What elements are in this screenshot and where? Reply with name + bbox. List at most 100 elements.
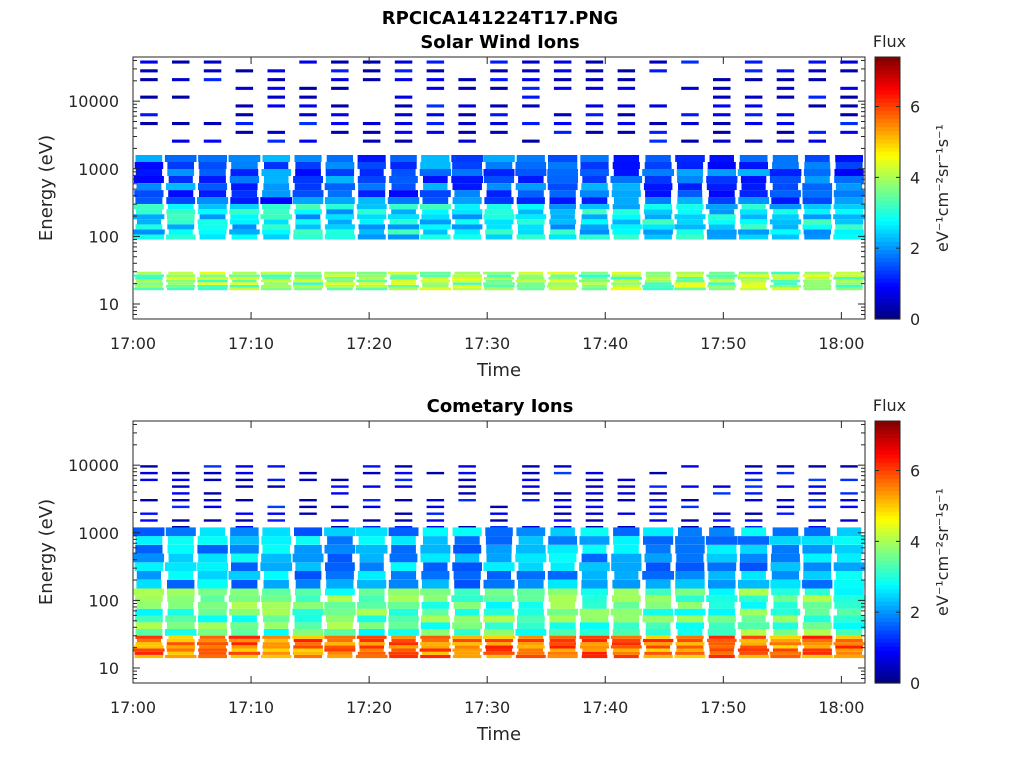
heatmap-cell xyxy=(770,608,801,616)
colorbar-step xyxy=(875,588,900,594)
colorbar-step xyxy=(875,85,900,91)
heatmap-cell xyxy=(645,271,671,275)
heatmap-cell xyxy=(739,595,768,602)
heatmap-cell xyxy=(390,274,417,277)
heatmap-cell xyxy=(585,130,604,134)
heatmap-cell xyxy=(135,169,163,176)
heatmap-cell xyxy=(358,183,386,191)
heatmap-cell xyxy=(293,645,323,649)
heatmap-cell xyxy=(610,608,642,616)
heatmap-cell xyxy=(549,615,576,623)
heatmap-cell xyxy=(833,654,865,659)
heatmap-cell xyxy=(773,645,798,649)
heatmap-cell xyxy=(140,122,158,126)
heatmap-cell xyxy=(389,204,418,210)
heatmap-cell xyxy=(808,465,826,468)
heatmap-cell xyxy=(230,214,259,220)
heatmap-cell xyxy=(674,654,706,659)
heatmap-cell xyxy=(834,544,864,554)
heatmap-cell xyxy=(172,78,190,82)
heatmap-cell xyxy=(391,638,416,643)
heatmap-cell xyxy=(548,277,577,280)
heatmap-cell xyxy=(199,274,226,277)
heatmap-cell xyxy=(739,562,768,571)
heatmap-cell xyxy=(168,176,193,183)
heatmap-cell xyxy=(294,274,322,277)
heatmap-cell xyxy=(802,642,833,646)
heatmap-cell xyxy=(293,638,323,643)
heatmap-cell xyxy=(197,536,228,545)
heatmap-cell xyxy=(709,651,734,655)
heatmap-cell xyxy=(771,553,800,563)
heatmap-cell xyxy=(776,69,795,73)
heatmap-cell xyxy=(840,505,858,509)
heatmap-cell xyxy=(198,629,228,636)
heatmap-cell xyxy=(394,485,413,488)
heatmap-cell xyxy=(451,209,483,215)
heatmap-cell xyxy=(198,229,227,235)
heatmap-cell xyxy=(802,602,832,609)
heatmap-cell xyxy=(516,527,546,537)
heatmap-cell xyxy=(738,654,770,659)
heatmap-cell xyxy=(326,279,354,283)
colorbar-step xyxy=(875,535,900,541)
heatmap-cell xyxy=(612,595,641,602)
heatmap-cell xyxy=(642,615,674,623)
heatmap-cell xyxy=(388,629,419,636)
colorbar-step xyxy=(875,278,900,283)
heatmap-cell xyxy=(483,651,515,655)
heatmap-cell xyxy=(358,588,385,596)
heatmap-cell xyxy=(168,571,194,580)
colorbar-step xyxy=(875,294,900,300)
heatmap-cell xyxy=(229,204,259,210)
heatmap-cell xyxy=(324,197,355,205)
heatmap-cell xyxy=(706,183,737,191)
heatmap-cell xyxy=(808,130,826,134)
heatmap-cell xyxy=(426,60,445,64)
heatmap-cell xyxy=(549,279,576,283)
heatmap-cell xyxy=(613,544,639,554)
heatmap-cell xyxy=(426,69,445,73)
heatmap-cell xyxy=(612,629,640,636)
heatmap-cell xyxy=(420,274,451,277)
colorbar-step xyxy=(875,441,900,447)
heatmap-cell xyxy=(134,651,164,655)
heatmap-cell xyxy=(458,78,476,82)
heatmap-cell xyxy=(197,287,228,291)
heatmap-cell xyxy=(772,155,799,162)
heatmap-cell xyxy=(394,512,413,515)
heatmap-cell xyxy=(426,86,445,90)
heatmap-cell xyxy=(643,654,673,659)
heatmap-cell xyxy=(166,622,195,629)
colorbar-step xyxy=(875,482,900,488)
colorbar-step xyxy=(875,89,900,95)
heatmap-cell xyxy=(168,229,193,235)
colorbar-step xyxy=(875,57,900,62)
heatmap-cell xyxy=(643,642,673,646)
heatmap-cell xyxy=(802,638,833,643)
heatmap-cell xyxy=(394,139,413,143)
heatmap-cell xyxy=(357,602,387,609)
heatmap-cell xyxy=(166,648,195,652)
heatmap-cell xyxy=(516,234,546,240)
heatmap-cell xyxy=(581,571,608,580)
heatmap-cell xyxy=(358,190,386,198)
heatmap-cell xyxy=(261,602,291,609)
heatmap-cell xyxy=(426,505,445,509)
heatmap-cell xyxy=(324,642,356,646)
heatmap-cell xyxy=(299,86,317,90)
heatmap-cell xyxy=(299,512,317,515)
heatmap-cell xyxy=(517,645,545,649)
colorbar: 0 2 4 6 xyxy=(874,420,920,693)
heatmap-cell xyxy=(675,622,704,629)
heatmap-cell xyxy=(325,169,355,176)
heatmap-cell xyxy=(516,219,545,225)
heatmap-cell xyxy=(547,544,578,554)
heatmap-cell xyxy=(294,642,322,646)
heatmap-cell xyxy=(331,478,349,482)
heatmap-cell xyxy=(803,279,832,283)
heatmap-cell xyxy=(140,69,158,73)
heatmap-cell xyxy=(356,274,387,277)
heatmap-cell xyxy=(263,615,290,623)
heatmap-cell xyxy=(485,279,513,283)
